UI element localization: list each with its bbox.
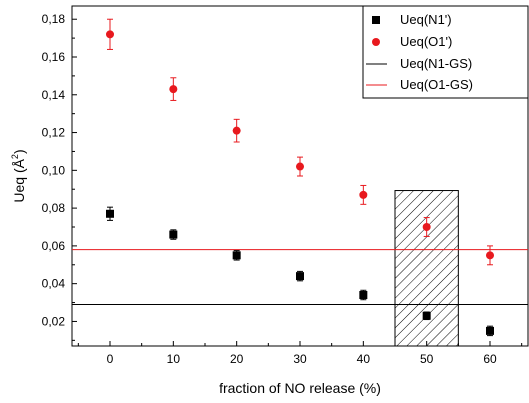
y-tick-label: 0,14 <box>42 88 66 102</box>
series-0 <box>106 206 494 337</box>
x-tick-label: 40 <box>357 352 371 366</box>
y-tick-label: 0,10 <box>42 163 66 177</box>
legend-label-o1: Ueq(O1') <box>400 34 452 49</box>
x-tick-label: 0 <box>107 352 114 366</box>
y-axis-title-sup: 2 <box>10 154 20 159</box>
data-point-circle <box>106 30 114 39</box>
y-tick-label: 0,06 <box>42 239 66 253</box>
y-tick-label: 0,16 <box>42 50 66 64</box>
x-tick-label: 50 <box>420 352 434 366</box>
data-point-circle <box>359 190 368 199</box>
data-point-circle <box>296 162 304 171</box>
y-axis-title: Ueq (Å2) <box>10 149 27 202</box>
reference-lines <box>72 249 528 305</box>
hatched-region <box>394 190 459 346</box>
data-point-circle <box>232 126 241 135</box>
y-axis-title-main: Ueq (Å <box>11 158 27 202</box>
y-tick-label: 0,04 <box>42 277 66 291</box>
legend: Ueq(N1') Ueq(O1') Ueq(N1-GS) Ueq(O1-GS) <box>362 5 529 99</box>
data-point-square <box>232 251 241 260</box>
highlight-region <box>394 190 459 346</box>
data-point-square <box>422 311 431 320</box>
y-axis: 0,02 0,04 0,06 0,08 0,10 0,12 0,14 0,16 0,18 <box>42 12 77 341</box>
x-tick-label: 20 <box>230 352 244 366</box>
y-tick-label: 0,12 <box>42 126 66 140</box>
data-point-square <box>169 230 178 239</box>
x-tick-label: 10 <box>167 352 181 366</box>
data-point-square <box>106 209 114 218</box>
y-tick-label: 0,02 <box>42 314 66 328</box>
data-point-square <box>486 326 494 335</box>
x-axis: 0 10 20 30 40 50 60 <box>77 341 523 366</box>
data-point-square <box>359 291 368 299</box>
legend-label-o1-gs: Ueq(O1-GS) <box>400 77 473 92</box>
data-point-circle <box>422 223 431 231</box>
x-tick-label: 60 <box>483 352 497 366</box>
legend-marker-n1 <box>372 16 380 24</box>
data-series <box>106 18 494 337</box>
legend-frame <box>362 5 529 99</box>
series-1 <box>106 18 494 266</box>
x-tick-label: 30 <box>293 352 307 366</box>
data-point-circle <box>486 251 494 260</box>
legend-label-n1: Ueq(N1') <box>400 12 452 27</box>
y-axis-title-end: ) <box>11 149 27 154</box>
y-tick-label: 0,18 <box>42 12 66 26</box>
y-tick-label: 0,08 <box>42 201 66 215</box>
x-axis-title: fraction of NO release (%) <box>219 380 381 396</box>
data-point-square <box>296 272 304 281</box>
legend-label-n1-gs: Ueq(N1-GS) <box>400 56 472 71</box>
legend-marker-o1 <box>372 38 380 46</box>
data-point-circle <box>169 85 178 94</box>
